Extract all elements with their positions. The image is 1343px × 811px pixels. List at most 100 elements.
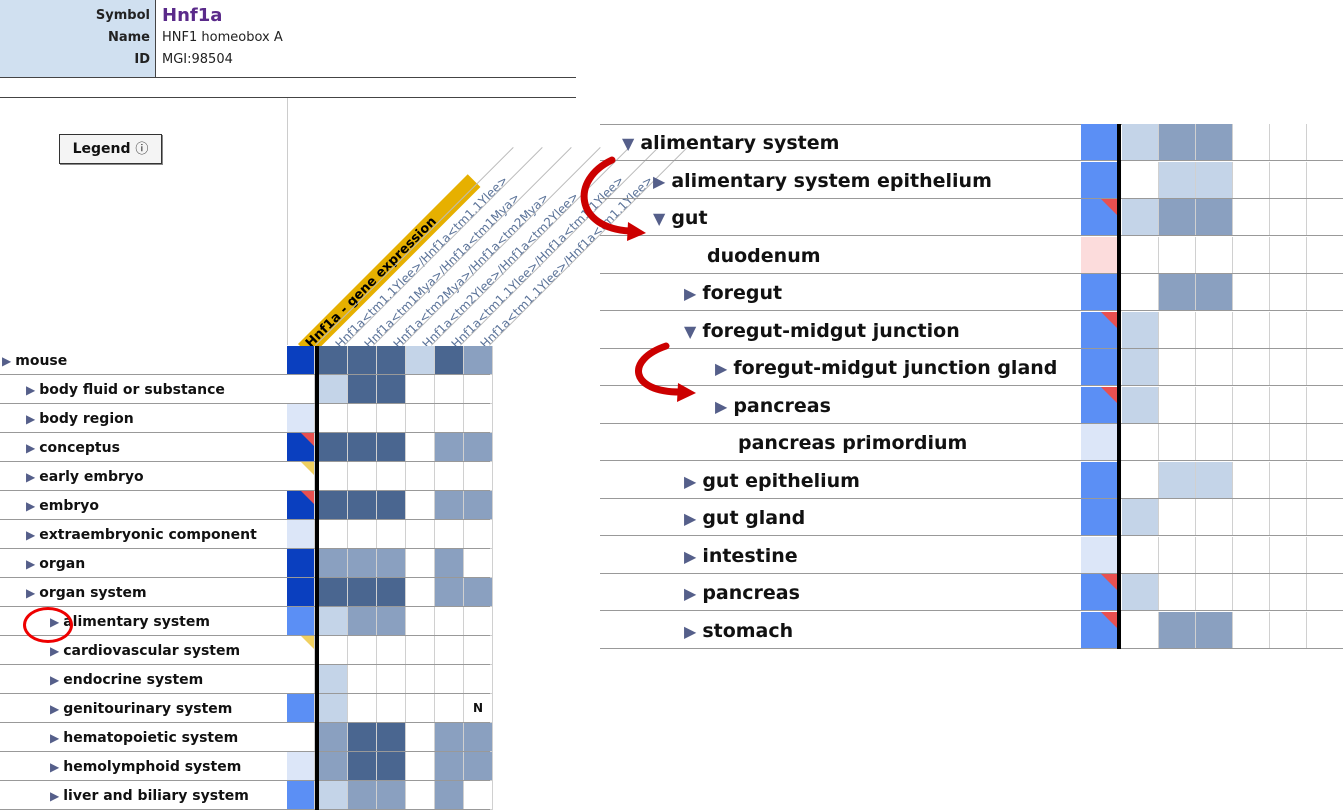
expand-toggle-icon[interactable]: ▶ xyxy=(50,731,60,745)
phenotype-cell[interactable] xyxy=(1233,236,1270,274)
expand-toggle-icon[interactable]: ▶ xyxy=(50,760,60,774)
phenotype-cell[interactable] xyxy=(1270,574,1307,611)
phenotype-cell[interactable] xyxy=(348,607,377,636)
phenotype-cell[interactable] xyxy=(1159,574,1196,611)
detail-term-label[interactable]: foregut-midgut junction gland xyxy=(733,357,1058,379)
phenotype-cell[interactable] xyxy=(1196,349,1233,386)
phenotype-cell[interactable] xyxy=(406,462,435,491)
expression-cell[interactable] xyxy=(287,607,315,636)
phenotype-cell[interactable] xyxy=(1159,611,1196,649)
phenotype-cell[interactable] xyxy=(377,694,406,723)
phenotype-cell[interactable] xyxy=(1233,161,1270,199)
phenotype-cell[interactable] xyxy=(377,346,406,375)
expand-toggle-icon[interactable]: ▶ xyxy=(684,471,697,491)
phenotype-cell[interactable] xyxy=(348,491,377,520)
phenotype-cell[interactable] xyxy=(464,404,493,433)
phenotype-cell[interactable] xyxy=(435,694,464,723)
expand-toggle-icon[interactable]: ▶ xyxy=(26,557,36,571)
phenotype-cell[interactable] xyxy=(348,346,377,375)
phenotype-cell[interactable] xyxy=(319,491,348,520)
expression-cell[interactable] xyxy=(1081,461,1118,499)
expand-toggle-icon[interactable]: ▶ xyxy=(50,673,60,687)
phenotype-cell[interactable] xyxy=(348,433,377,462)
phenotype-cell[interactable] xyxy=(1270,611,1307,649)
phenotype-cell[interactable] xyxy=(406,375,435,404)
phenotype-cell[interactable] xyxy=(1233,574,1270,611)
phenotype-cell[interactable] xyxy=(1307,461,1343,499)
phenotype-cell[interactable] xyxy=(1159,236,1196,274)
detail-term-label[interactable]: gut gland xyxy=(702,507,806,529)
phenotype-cell[interactable] xyxy=(1196,499,1233,536)
expand-toggle-icon[interactable]: ▶ xyxy=(26,383,36,397)
expand-toggle-icon[interactable]: ▶ xyxy=(684,621,697,641)
phenotype-cell[interactable] xyxy=(377,520,406,549)
phenotype-cell[interactable] xyxy=(435,578,464,607)
phenotype-cell[interactable] xyxy=(464,375,493,404)
phenotype-cell[interactable] xyxy=(1233,611,1270,649)
expand-toggle-icon[interactable]: ▶ xyxy=(653,171,666,191)
detail-term-label[interactable]: stomach xyxy=(702,619,794,642)
phenotype-cell[interactable] xyxy=(1122,274,1159,311)
phenotype-cell[interactable] xyxy=(1196,161,1233,199)
phenotype-cell[interactable] xyxy=(348,549,377,578)
expression-cell[interactable] xyxy=(1081,161,1118,199)
phenotype-cell[interactable] xyxy=(435,375,464,404)
phenotype-cell[interactable] xyxy=(319,694,348,723)
phenotype-cell[interactable] xyxy=(435,433,464,462)
phenotype-cell[interactable] xyxy=(464,462,493,491)
phenotype-cell[interactable] xyxy=(1159,386,1196,424)
phenotype-cell[interactable] xyxy=(1196,574,1233,611)
phenotype-cell[interactable] xyxy=(435,346,464,375)
expand-toggle-icon[interactable]: ▶ xyxy=(50,789,60,803)
phenotype-cell[interactable] xyxy=(1196,124,1233,161)
column-header-genotype[interactable]: Hnf1a<tm2Ylee>/Hnf1a<tm2Ylee> xyxy=(419,189,582,352)
anatomy-term-label[interactable]: alimentary system xyxy=(63,614,210,630)
expression-cell[interactable] xyxy=(287,346,315,375)
phenotype-cell[interactable] xyxy=(435,549,464,578)
anatomy-term-label[interactable]: mouse xyxy=(15,353,68,369)
phenotype-cell[interactable] xyxy=(377,752,406,781)
detail-term-label[interactable]: gut xyxy=(671,207,708,229)
phenotype-cell[interactable] xyxy=(435,520,464,549)
phenotype-cell[interactable] xyxy=(435,462,464,491)
phenotype-cell[interactable] xyxy=(348,462,377,491)
phenotype-cell[interactable] xyxy=(1270,274,1307,311)
phenotype-cell[interactable] xyxy=(1307,199,1343,236)
phenotype-cell[interactable] xyxy=(464,520,493,549)
phenotype-cell[interactable] xyxy=(319,723,348,752)
phenotype-cell[interactable] xyxy=(319,607,348,636)
expand-toggle-icon[interactable]: ▶ xyxy=(26,470,36,484)
phenotype-cell[interactable] xyxy=(1159,536,1196,574)
phenotype-cell[interactable] xyxy=(464,636,493,665)
expression-cell[interactable] xyxy=(287,433,315,462)
phenotype-cell[interactable] xyxy=(1233,124,1270,161)
detail-term-label[interactable]: alimentary system xyxy=(640,132,840,154)
phenotype-cell[interactable] xyxy=(1196,536,1233,574)
anatomy-term-label[interactable]: conceptus xyxy=(39,440,120,456)
phenotype-cell[interactable] xyxy=(1307,386,1343,424)
phenotype-cell[interactable] xyxy=(1122,611,1159,649)
expression-cell[interactable] xyxy=(287,723,315,752)
phenotype-cell[interactable] xyxy=(348,520,377,549)
expression-cell[interactable] xyxy=(1081,199,1118,236)
expand-toggle-icon[interactable]: ▶ xyxy=(50,702,60,716)
expression-cell[interactable] xyxy=(287,636,315,665)
phenotype-cell[interactable] xyxy=(435,723,464,752)
phenotype-cell[interactable] xyxy=(1270,199,1307,236)
expand-toggle-icon[interactable]: ▶ xyxy=(684,284,697,303)
expand-toggle-icon[interactable]: ▶ xyxy=(26,586,36,600)
phenotype-cell[interactable] xyxy=(1233,461,1270,499)
expression-cell[interactable] xyxy=(287,549,315,578)
phenotype-cell[interactable] xyxy=(464,607,493,636)
detail-term-label[interactable]: intestine xyxy=(702,544,798,567)
expression-cell[interactable] xyxy=(287,462,315,491)
phenotype-cell[interactable] xyxy=(319,462,348,491)
phenotype-cell[interactable] xyxy=(348,781,377,810)
phenotype-cell[interactable] xyxy=(1270,161,1307,199)
phenotype-cell[interactable] xyxy=(1196,424,1233,461)
phenotype-cell[interactable] xyxy=(406,346,435,375)
phenotype-cell[interactable] xyxy=(1159,424,1196,461)
expression-cell[interactable] xyxy=(287,491,315,520)
phenotype-cell[interactable] xyxy=(377,491,406,520)
phenotype-cell[interactable] xyxy=(1233,199,1270,236)
